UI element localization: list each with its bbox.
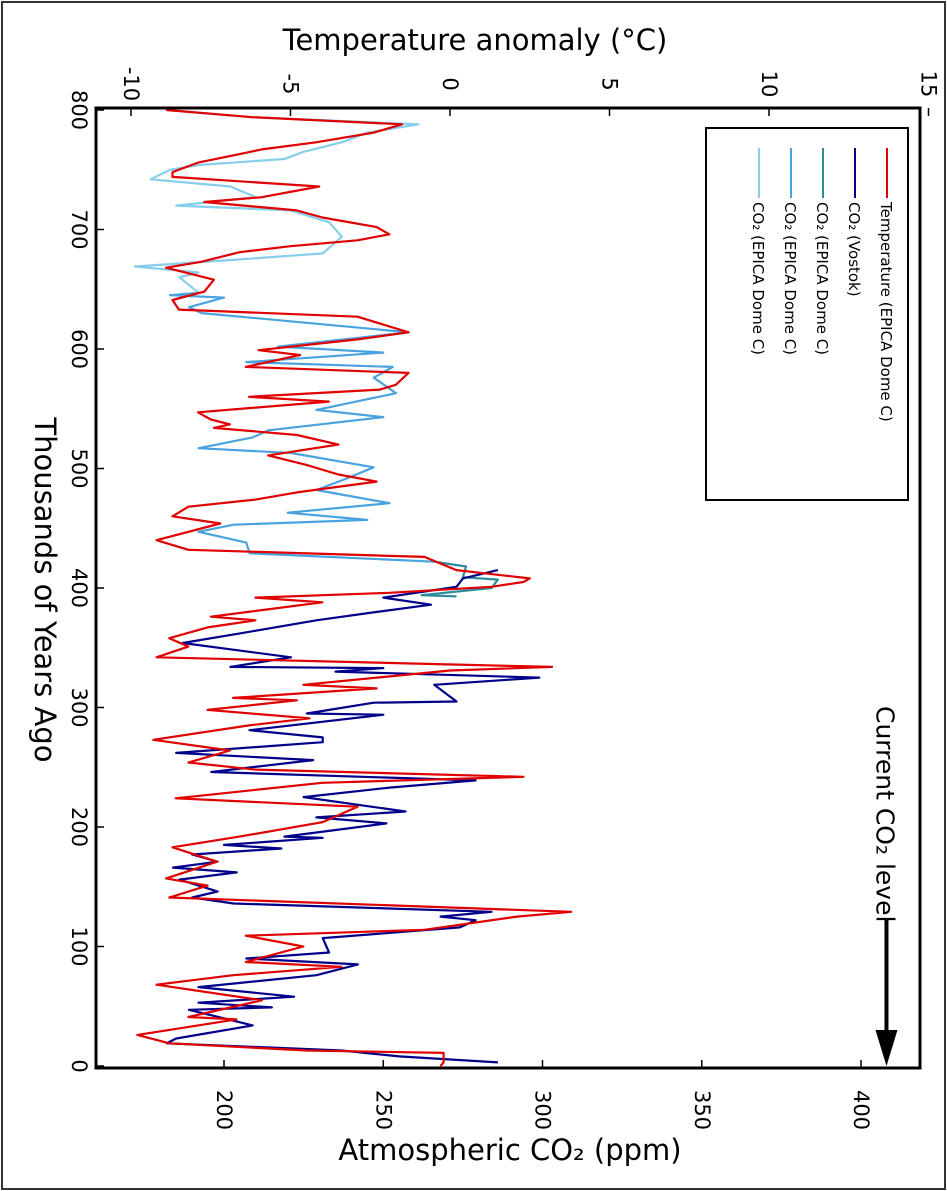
year-tick-label: 400	[67, 568, 91, 608]
legend-label: CO₂ (EPICA Dome C)	[813, 202, 831, 355]
year-tick-label: 700	[67, 209, 91, 249]
legend-items: Temperature (EPICA Dome C) CO₂ (Vostok) CO…	[749, 148, 895, 422]
year-tick-label: 200	[67, 807, 91, 847]
temperature-tick-label: -5	[279, 74, 303, 95]
axis-ticks: 800 700 600 500 400 300 200 100 0 -10 -5 0 5 10 15 200 2…	[67, 67, 941, 1130]
legend: Temperature (EPICA Dome C) CO₂ (Vostok) CO…	[705, 127, 909, 501]
legend-label: CO₂ (Vostok)	[845, 202, 863, 297]
series-line-2	[420, 560, 499, 598]
co2-tick-label: 400	[849, 1090, 873, 1130]
series-line-0	[136, 108, 573, 1067]
legend-label: Temperature (EPICA Dome C)	[877, 201, 895, 422]
year-tick-label: 100	[67, 926, 91, 966]
legend-label: CO₂ (EPICA Dome C)	[749, 202, 767, 355]
temperature-tick-label: -10	[119, 67, 143, 101]
co2-tick-label: 300	[531, 1090, 555, 1130]
years-axis-title: Thousands of Years Ago	[28, 416, 62, 762]
legend-label: CO₂ (EPICA Dome C)	[781, 202, 799, 355]
temperature-tick-label: 10	[757, 71, 781, 98]
year-tick-label: 500	[67, 448, 91, 488]
co2-tick-label: 350	[690, 1090, 714, 1130]
arrow-down-icon	[875, 1030, 898, 1066]
series-line-3	[168, 291, 435, 563]
co2-tick-label: 250	[371, 1090, 395, 1130]
year-tick-label: 0	[67, 1059, 91, 1072]
current-co2-label: Current CO₂ level	[870, 706, 899, 922]
co2-tick-label: 200	[212, 1090, 236, 1130]
temperature-tick-label: 15	[917, 71, 941, 98]
series-line-4	[133, 108, 420, 294]
series-line-1	[165, 569, 541, 1064]
temperature-tick-label: 5	[598, 77, 622, 90]
temperature-axis-title: Temperature anomaly (°C)	[282, 23, 668, 57]
year-tick-label: 300	[67, 687, 91, 727]
plot-marks	[133, 108, 573, 1067]
current-co2-annotation: Current CO₂ level	[870, 706, 899, 1066]
temperature-tick-label: 0	[438, 77, 462, 90]
year-tick-label: 600	[67, 329, 91, 369]
year-tick-label: 800	[67, 90, 91, 130]
co2-axis-title: Atmospheric CO₂ (ppm)	[338, 1133, 681, 1167]
legend-box	[705, 127, 909, 501]
